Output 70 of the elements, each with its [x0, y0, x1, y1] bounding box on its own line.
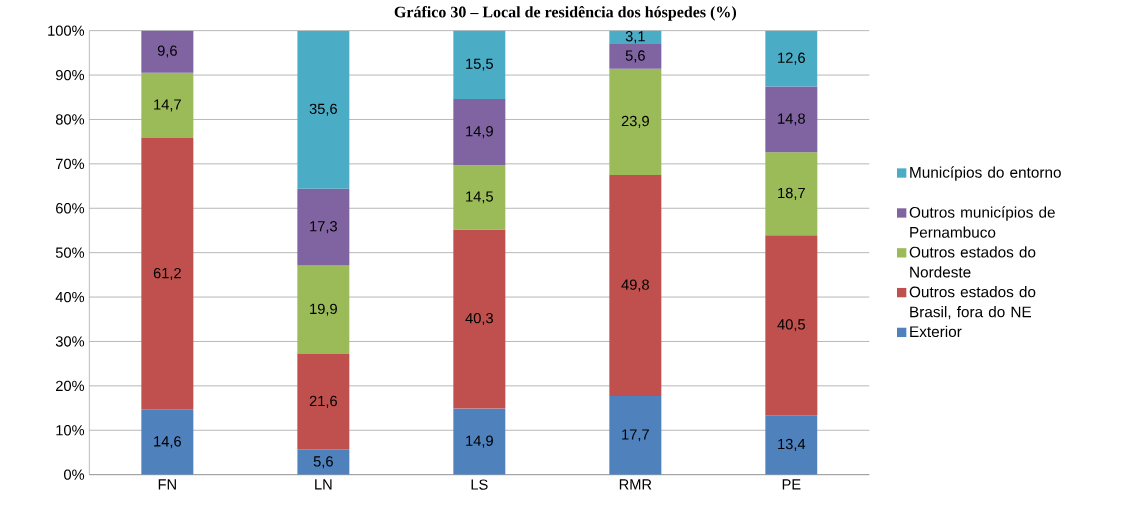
bar	[453, 165, 506, 230]
x-tick-label: RMR	[619, 479, 652, 490]
data-label: 13,4	[778, 438, 806, 451]
bar	[609, 68, 662, 175]
bar	[297, 265, 350, 354]
bar	[453, 408, 506, 475]
y-tick-label: 80%	[55, 114, 85, 125]
bar	[609, 174, 662, 397]
bar	[297, 353, 350, 450]
data-label: 15,5	[466, 58, 493, 71]
bar	[297, 188, 350, 266]
bar	[453, 30, 506, 100]
x-tick-label: PE	[782, 479, 801, 490]
y-tick-label: 50%	[55, 247, 85, 258]
y-tick-label: 90%	[55, 69, 85, 81]
x-tick-label: FN	[158, 479, 176, 490]
data-label: 14,8	[778, 113, 805, 126]
data-label: 3,1	[625, 31, 645, 44]
y-tick-label: 0%	[64, 469, 85, 480]
bar	[609, 30, 662, 44]
bar	[141, 409, 194, 475]
bar	[609, 43, 662, 69]
bar	[453, 229, 506, 409]
data-label: 17,3	[310, 221, 337, 234]
legend-label: Outros estados do Nordeste	[909, 246, 1036, 278]
y-tick-label: 10%	[56, 425, 85, 436]
data-label: 14,6	[154, 436, 181, 449]
bar	[297, 449, 350, 475]
data-label: 18,7	[778, 187, 805, 200]
bar	[297, 30, 350, 189]
legend-label: Outros municípios de Pernambuco	[909, 206, 1055, 238]
legend-label: Municípios do entorno	[910, 166, 1061, 181]
data-label: 17,7	[622, 429, 649, 442]
data-label: 14,7	[154, 99, 181, 112]
y-tick-label: 20%	[56, 380, 85, 392]
y-tick-label: 40%	[55, 291, 85, 303]
data-label: 49,8	[621, 279, 649, 292]
bar	[765, 86, 818, 153]
data-label: 12,6	[778, 52, 805, 65]
chart-title: Gráfico 30 – Local de residência dos hóspedes (%)	[394, 5, 737, 21]
data-label: 61,2	[153, 267, 181, 281]
data-label: 14,5	[466, 191, 493, 204]
x-tick-label: LS	[471, 479, 488, 490]
legend-label: Exterior	[910, 325, 962, 338]
data-label: 21,6	[309, 395, 337, 408]
data-label: 5,6	[313, 456, 333, 469]
bar	[765, 152, 818, 236]
data-label: 14,9	[466, 435, 493, 448]
data-label: 40,3	[465, 312, 493, 326]
y-tick-label: 100%	[48, 25, 85, 36]
bar	[765, 415, 818, 475]
data-label: 23,9	[621, 115, 649, 128]
bar	[765, 30, 818, 87]
data-label: 35,6	[309, 103, 337, 116]
data-label: 19,9	[310, 303, 337, 316]
bar	[609, 396, 662, 475]
bar	[141, 30, 194, 73]
y-tick-label: 30%	[55, 336, 85, 347]
data-label: 40,5	[777, 319, 805, 332]
bar	[141, 138, 194, 410]
y-tick-label: 60%	[56, 203, 85, 214]
data-label: 14,9	[466, 126, 493, 139]
legend-label: Outros estados do Brasil, fora do NE	[909, 286, 1036, 320]
data-label: 5,6	[625, 50, 645, 63]
data-label: 9,6	[157, 45, 177, 58]
bar	[453, 99, 506, 166]
y-tick-label: 70%	[56, 158, 85, 170]
bar	[141, 72, 194, 139]
bar	[765, 235, 818, 416]
x-tick-label: LN	[315, 479, 332, 490]
